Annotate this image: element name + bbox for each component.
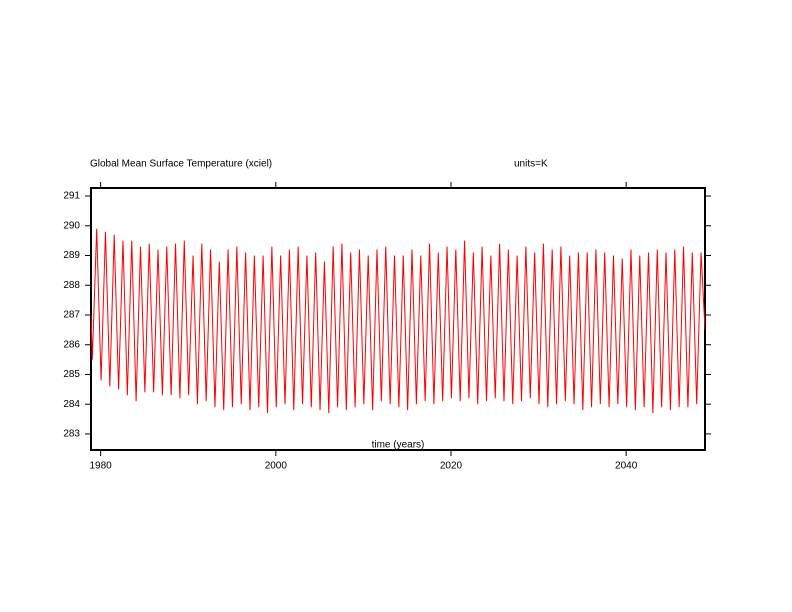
y-tick-label: 290 <box>63 220 80 231</box>
y-tick-label: 284 <box>63 399 80 410</box>
y-tick-label: 291 <box>63 191 80 202</box>
x-axis-label: time (years) <box>372 440 425 451</box>
y-tick-label: 287 <box>63 310 80 321</box>
temperature-line <box>91 228 705 414</box>
y-tick-label: 289 <box>63 250 80 261</box>
plot-frame <box>90 187 706 451</box>
x-tick-label: 2040 <box>615 461 638 472</box>
x-tick-label: 2000 <box>265 461 288 472</box>
y-tick-label: 288 <box>63 280 80 291</box>
y-tick-label: 283 <box>63 429 80 440</box>
y-tick-label: 285 <box>63 369 80 380</box>
y-tick-label: 286 <box>63 339 80 350</box>
chart-title: Global Mean Surface Temperature (xciel) <box>90 159 272 170</box>
x-tick-label: 1980 <box>90 461 113 472</box>
x-tick-label: 2020 <box>440 461 463 472</box>
units-label: units=K <box>514 159 548 170</box>
